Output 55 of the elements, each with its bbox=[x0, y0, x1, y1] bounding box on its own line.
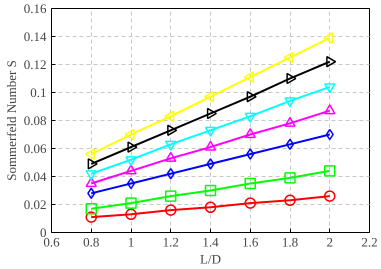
point bbox=[125, 208, 137, 220]
point bbox=[206, 108, 218, 120]
x-tick-label: 1 bbox=[128, 234, 134, 250]
point bbox=[126, 178, 136, 190]
x-tick-label: 2.2 bbox=[361, 234, 378, 250]
point bbox=[86, 202, 97, 214]
point bbox=[324, 190, 336, 202]
x-tick-label: 1.4 bbox=[202, 234, 220, 250]
point bbox=[204, 126, 216, 137]
y-axis-title: Sommerfeld Number S bbox=[4, 60, 19, 181]
point bbox=[326, 128, 334, 140]
point bbox=[324, 83, 336, 94]
y-tick-label: 0.14 bbox=[24, 29, 47, 44]
point bbox=[246, 148, 254, 160]
point bbox=[127, 141, 138, 153]
point bbox=[165, 204, 176, 216]
x-tick-label: 0.8 bbox=[83, 234, 100, 250]
point bbox=[86, 211, 97, 223]
y-tick-label: 0 bbox=[40, 225, 46, 240]
x-axis-title: L/D bbox=[200, 252, 221, 266]
point bbox=[246, 90, 257, 102]
point bbox=[167, 124, 178, 136]
x-tick-label: 1.6 bbox=[242, 234, 259, 250]
y-tick-label: 0.06 bbox=[24, 141, 47, 156]
point bbox=[166, 168, 175, 180]
point bbox=[88, 158, 98, 170]
y-tick-label: 0.04 bbox=[24, 169, 47, 184]
point bbox=[284, 194, 296, 206]
y-tick-label: 0.16 bbox=[24, 1, 47, 16]
point bbox=[326, 56, 336, 68]
x-tick-label: 1.2 bbox=[162, 234, 179, 250]
point bbox=[125, 197, 137, 209]
point bbox=[204, 184, 216, 196]
point bbox=[324, 165, 336, 177]
point bbox=[86, 176, 97, 188]
x-tick-label: 1.8 bbox=[282, 234, 298, 250]
point bbox=[206, 158, 215, 170]
point bbox=[284, 97, 296, 108]
y-tick-label: 0.1 bbox=[30, 85, 46, 100]
point bbox=[204, 140, 216, 151]
point bbox=[204, 202, 216, 214]
point bbox=[244, 178, 256, 190]
point bbox=[165, 190, 176, 202]
point bbox=[286, 72, 297, 84]
y-tick-label: 0.12 bbox=[24, 57, 46, 72]
x-tick-label: 2 bbox=[326, 234, 333, 250]
point bbox=[165, 140, 176, 151]
point bbox=[284, 172, 296, 184]
y-tick-label: 0.08 bbox=[24, 113, 46, 128]
y-tick-label: 0.02 bbox=[24, 197, 46, 212]
point bbox=[244, 197, 256, 209]
point bbox=[87, 188, 96, 200]
point bbox=[244, 112, 256, 123]
point bbox=[286, 138, 294, 150]
point bbox=[125, 164, 137, 175]
